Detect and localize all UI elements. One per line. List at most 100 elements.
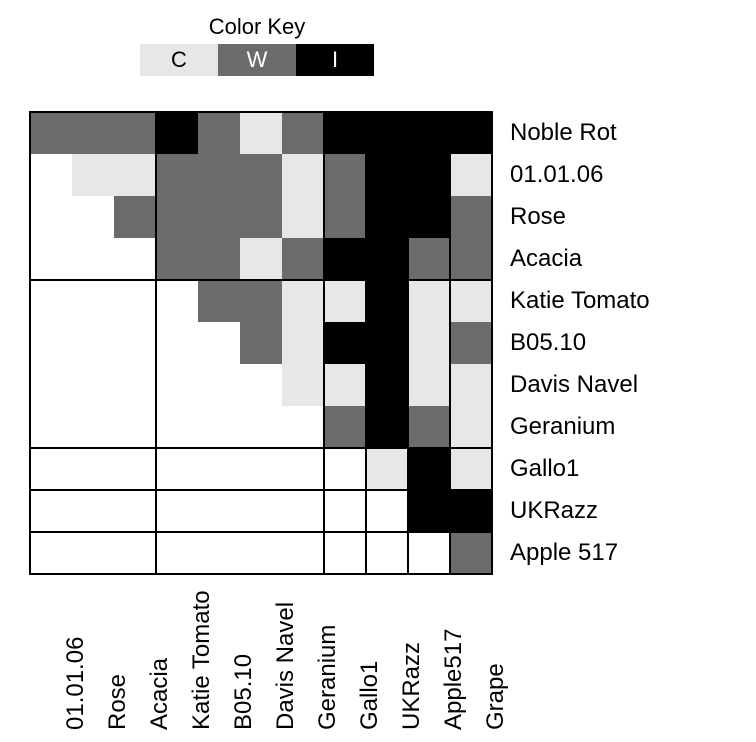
col-label: Rose [104, 674, 132, 730]
heatmap-cell [366, 532, 408, 574]
heatmap-cell [450, 112, 492, 154]
heatmap-cell [114, 196, 156, 238]
heatmap-cell [366, 280, 408, 322]
heatmap-cell [156, 322, 198, 364]
heatmap-cell [324, 154, 366, 196]
heatmap-cell [450, 280, 492, 322]
heatmap-cell [450, 406, 492, 448]
heatmap-cell [114, 322, 156, 364]
heatmap-cell [30, 112, 72, 154]
heatmap-cell [114, 490, 156, 532]
heatmap-cell [240, 112, 282, 154]
heatmap-cell [72, 154, 114, 196]
heatmap-cell [72, 490, 114, 532]
heatmap-cell [282, 490, 324, 532]
row-labels: Noble Rot01.01.06RoseAcaciaKatie TomatoB… [510, 112, 650, 574]
heatmap-cell [156, 280, 198, 322]
heatmap-row [30, 364, 492, 406]
heatmap-cell [282, 196, 324, 238]
heatmap-cell [72, 532, 114, 574]
heatmap-cell [198, 238, 240, 280]
heatmap-cell [450, 490, 492, 532]
heatmap-cell [324, 448, 366, 490]
heatmap-cell [408, 112, 450, 154]
heatmap-cell [366, 364, 408, 406]
row-label: Noble Rot [510, 112, 650, 154]
col-label: Davis Navel [272, 602, 300, 730]
heatmap-cell [240, 322, 282, 364]
heatmap-cell [156, 238, 198, 280]
heatmap-cell [450, 154, 492, 196]
heatmap-cell [198, 112, 240, 154]
heatmap-cell [366, 196, 408, 238]
heatmap-cell [324, 112, 366, 154]
heatmap-cell [450, 322, 492, 364]
heatmap-cell [30, 448, 72, 490]
heatmap-cell [198, 322, 240, 364]
heatmap-cell [282, 532, 324, 574]
legend-swatch: I [296, 44, 374, 76]
heatmap-cell [198, 154, 240, 196]
heatmap-cell [198, 532, 240, 574]
heatmap-cell [30, 406, 72, 448]
row-label: Geranium [510, 406, 650, 448]
row-label: Rose [510, 196, 650, 238]
heatmap-cell [324, 364, 366, 406]
heatmap-cell [72, 406, 114, 448]
heatmap-row [30, 490, 492, 532]
heatmap-cell [72, 238, 114, 280]
heatmap-cell [450, 532, 492, 574]
heatmap-cell [366, 448, 408, 490]
heatmap-cell [324, 238, 366, 280]
heatmap-row [30, 196, 492, 238]
heatmap-cell [240, 448, 282, 490]
heatmap-cell [30, 490, 72, 532]
heatmap-cell [156, 532, 198, 574]
heatmap-cell [324, 280, 366, 322]
heatmap-cell [240, 154, 282, 196]
heatmap-cell [72, 112, 114, 154]
heatmap-cell [450, 364, 492, 406]
legend-swatch: C [140, 44, 218, 76]
heatmap-cell [30, 154, 72, 196]
heatmap-cell [114, 280, 156, 322]
heatmap-cell [366, 154, 408, 196]
row-label: Katie Tomato [510, 280, 650, 322]
heatmap-grid [30, 112, 492, 574]
heatmap-cell [366, 490, 408, 532]
heatmap-cell [408, 532, 450, 574]
heatmap-cell [282, 406, 324, 448]
heatmap-cell [282, 238, 324, 280]
col-label: B05.10 [230, 654, 258, 730]
heatmap-cell [240, 238, 282, 280]
heatmap-cell [324, 406, 366, 448]
heatmap-cell [72, 448, 114, 490]
heatmap-row [30, 238, 492, 280]
heatmap-cell [30, 280, 72, 322]
heatmap-cell [198, 448, 240, 490]
heatmap-cell [30, 322, 72, 364]
col-label: Gallo1 [356, 661, 384, 730]
heatmap-cell [408, 364, 450, 406]
heatmap-cell [156, 490, 198, 532]
col-label: Apple517 [440, 629, 468, 730]
heatmap-cell [282, 322, 324, 364]
heatmap-cell [366, 322, 408, 364]
heatmap-cell [324, 490, 366, 532]
heatmap-cell [114, 112, 156, 154]
heatmap-cell [114, 532, 156, 574]
heatmap-cell [450, 448, 492, 490]
heatmap-cell [450, 196, 492, 238]
row-label: Acacia [510, 238, 650, 280]
heatmap-cell [366, 112, 408, 154]
heatmap-cell [198, 196, 240, 238]
heatmap-cell [282, 448, 324, 490]
row-label: Davis Navel [510, 364, 650, 406]
heatmap-cell [408, 448, 450, 490]
heatmap [30, 112, 492, 574]
heatmap-cell [408, 406, 450, 448]
heatmap-cell [450, 238, 492, 280]
heatmap-cell [114, 154, 156, 196]
heatmap-cell [324, 322, 366, 364]
heatmap-cell [156, 448, 198, 490]
